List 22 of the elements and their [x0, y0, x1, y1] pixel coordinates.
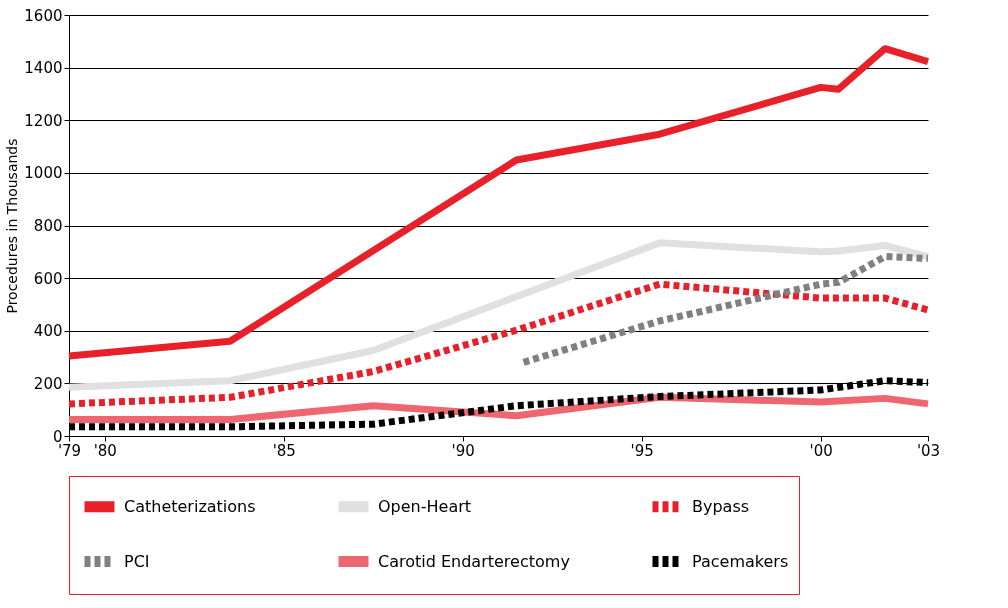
legend-label: Bypass	[692, 496, 750, 516]
y-tick-label: 1200	[24, 111, 63, 130]
y-tick-label: 1400	[24, 59, 63, 78]
x-tick-label: '00	[809, 441, 833, 460]
y-tick-label: 1600	[24, 6, 63, 25]
x-tick-label: '79	[57, 441, 82, 460]
legend-label: Carotid Endarterectomy	[378, 551, 570, 571]
x-tick-label: '95	[630, 441, 654, 460]
y-tick-label: 600	[33, 269, 63, 288]
legend-label: Pacemakers	[692, 551, 789, 571]
y-tick-label: 800	[33, 217, 63, 235]
legend-label: PCI	[124, 551, 150, 571]
y-axis-title: Procedures in Thousands	[4, 138, 21, 314]
y-tick-label: 1000	[24, 164, 63, 183]
x-tick-label: '03	[916, 441, 941, 460]
x-tick-label: '80	[93, 441, 117, 460]
y-tick-label: 400	[33, 322, 63, 341]
x-tick-label: '90	[451, 441, 475, 460]
legend-label: Catheterizations	[124, 496, 256, 516]
legend-label: Open-Heart	[378, 496, 472, 516]
x-tick-label: '85	[272, 441, 296, 460]
y-tick-label: 200	[33, 374, 63, 393]
